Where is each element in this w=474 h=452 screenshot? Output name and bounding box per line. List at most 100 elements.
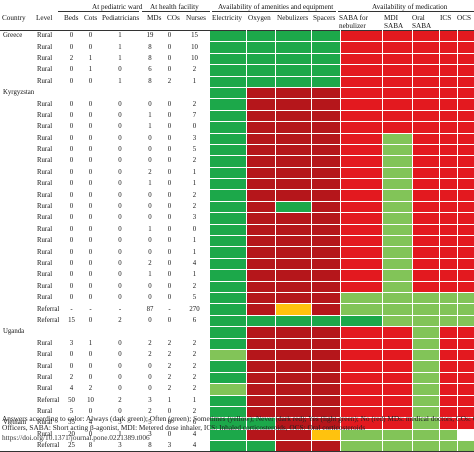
availability-swatch <box>210 349 247 362</box>
availability-swatch <box>457 372 474 385</box>
availability-swatch <box>439 372 458 385</box>
availability-swatch <box>412 303 440 316</box>
mds-cell: 0 <box>140 292 160 305</box>
level-cell: Rural <box>34 29 62 43</box>
availability-swatch <box>246 155 276 168</box>
availability-swatch <box>439 417 458 430</box>
availability-swatch <box>311 338 341 350</box>
availability-swatch <box>340 144 383 157</box>
ped-cell: 0 <box>100 121 140 134</box>
nurses-cell: 10 <box>179 53 210 66</box>
availability-swatch <box>382 246 413 259</box>
availability-swatch <box>275 189 312 202</box>
availability-swatch <box>246 133 276 145</box>
availability-swatch <box>210 224 247 237</box>
table-row: Rural 0 0 0 0 0 3 <box>0 133 474 145</box>
table-row: Rural 0 0 1 8 2 1 <box>0 76 474 88</box>
mds-cell: 3 <box>140 395 160 407</box>
level-cell: Rural <box>34 41 62 54</box>
mds-cell: 0 <box>140 281 160 294</box>
nurses-cell: 2 <box>179 406 210 419</box>
ped-cell: 0 <box>100 224 140 237</box>
availability-swatch <box>340 235 383 248</box>
availability-swatch <box>382 155 413 168</box>
caption-doi-link[interactable]: https://doi.org/10.1371/journal.pone.022… <box>2 433 150 442</box>
availability-swatch <box>412 349 440 362</box>
ped-cell: 0 <box>100 258 140 271</box>
availability-swatch <box>340 87 383 100</box>
availability-swatch <box>457 144 474 157</box>
cos-cell: 0 <box>160 29 179 43</box>
mds-cell: 1 <box>140 269 160 282</box>
availability-swatch <box>340 326 383 339</box>
availability-swatch <box>382 53 413 66</box>
level-cell: Rural <box>34 144 62 157</box>
ped-cell: 0 <box>100 235 140 248</box>
nurses-cell: 5 <box>179 292 210 305</box>
cos-cell: 0 <box>160 189 179 202</box>
availability-swatch <box>210 315 247 328</box>
col-header-saba-nebulizer: SABA for nebulizer <box>339 14 368 30</box>
ped-cell: 0 <box>100 133 140 145</box>
availability-swatch <box>412 98 440 111</box>
beds-cell <box>62 326 81 339</box>
availability-swatch <box>311 395 341 407</box>
ped-cell: 0 <box>100 292 140 305</box>
cots-cell: 0 <box>81 235 100 248</box>
availability-swatch <box>439 269 458 282</box>
availability-swatch <box>439 133 458 145</box>
ped-cell: 1 <box>100 76 140 88</box>
table-row: Rural 0 0 0 0 0 1 <box>0 235 474 248</box>
beds-cell: - <box>62 303 81 316</box>
table-row: Kyrgyzstan <box>0 87 474 100</box>
ped-cell: 0 <box>100 144 140 157</box>
country-cell-empty <box>0 167 34 180</box>
level-cell: Rural <box>34 235 62 248</box>
cots-cell <box>81 87 100 100</box>
availability-swatch <box>457 292 474 305</box>
availability-swatch <box>457 189 474 202</box>
availability-swatch <box>311 372 341 385</box>
nurses-cell: 2 <box>179 98 210 111</box>
availability-swatch <box>210 395 247 407</box>
level-cell: Rural <box>34 178 62 191</box>
table-row: Rural 2 0 0 0 2 2 <box>0 372 474 385</box>
beds-cell: 0 <box>62 41 81 54</box>
availability-swatch <box>210 189 247 202</box>
availability-swatch <box>246 121 276 134</box>
cots-cell: 4 <box>81 417 100 430</box>
cos-cell: 0 <box>160 429 179 442</box>
availability-swatch <box>311 383 341 396</box>
table-row: Rural 4 2 0 0 2 2 <box>0 383 474 396</box>
table-row: Rural 0 0 0 2 0 1 <box>0 167 474 180</box>
group-header-medication: Availability of medication <box>372 3 448 11</box>
availability-swatch <box>412 326 440 339</box>
availability-swatch <box>439 383 458 396</box>
cos-cell: 0 <box>160 167 179 180</box>
cots-cell: 0 <box>81 76 100 88</box>
availability-swatch <box>412 235 440 248</box>
availability-swatch <box>340 338 383 350</box>
availability-swatch <box>439 53 458 66</box>
table-row: Rural 0 0 0 1 0 0 <box>0 121 474 134</box>
table-row: Rural 0 0 0 1 0 1 <box>0 269 474 282</box>
group-header-facility: At health facility <box>150 3 199 11</box>
mds-cell: 2 <box>140 406 160 419</box>
availability-swatch <box>311 315 341 328</box>
cos-cell: 2 <box>160 338 179 350</box>
availability-swatch <box>457 258 474 271</box>
nurses-cell: 4 <box>179 429 210 442</box>
country-cell: Vietnam <box>0 417 34 430</box>
availability-swatch <box>457 315 474 328</box>
country-cell: Greece <box>0 29 34 43</box>
beds-cell: 0 <box>62 155 81 168</box>
col-header-spacers: Spacers <box>313 14 336 22</box>
availability-swatch <box>340 417 383 430</box>
mds-cell: 87 <box>140 303 160 316</box>
cos-cell: 0 <box>160 417 179 430</box>
mds-cell: 1 <box>140 178 160 191</box>
beds-cell: 0 <box>62 235 81 248</box>
availability-swatch <box>311 417 341 430</box>
availability-swatch <box>340 315 383 328</box>
availability-swatch <box>382 76 413 88</box>
